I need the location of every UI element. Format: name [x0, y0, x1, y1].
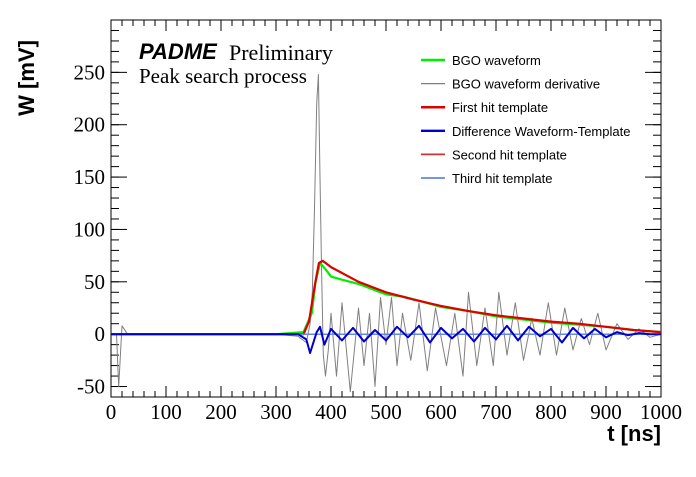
- y-tick-label: 250: [74, 60, 106, 84]
- x-tick-label: 300: [260, 400, 292, 424]
- legend-label-first-hit-template: First hit template: [452, 100, 548, 115]
- x-tick-label: 0: [106, 400, 117, 424]
- legend: BGO waveform BGO waveform derivative First…: [421, 53, 630, 186]
- y-tick-label: 200: [74, 113, 106, 137]
- series-line-bgo-waveform-derivative: [111, 74, 662, 393]
- x-tick-label: 200: [205, 400, 237, 424]
- x-tick-label: 800: [535, 400, 567, 424]
- series-line-first-hit-template: [111, 259, 662, 336]
- legend-label-second-hit-template: Second hit template: [452, 147, 567, 162]
- y-tick-label: 0: [95, 322, 106, 346]
- y-tick-label: 100: [74, 217, 106, 241]
- x-tick-label: 1000: [640, 400, 682, 424]
- status-label: Preliminary: [229, 40, 333, 65]
- y-tick-label: -50: [77, 375, 105, 399]
- legend-label-bgo-waveform: BGO waveform: [452, 53, 541, 68]
- x-tick-label: 400: [315, 400, 347, 424]
- experiment-label: PADME: [139, 39, 218, 64]
- x-tick-label: 100: [150, 400, 182, 424]
- x-axis-title: t [ns]: [607, 421, 661, 446]
- series-layer: [111, 74, 662, 393]
- subtitle-label: Peak search process: [139, 64, 307, 88]
- y-tick-label: 150: [74, 165, 106, 189]
- x-tick-label: 500: [370, 400, 402, 424]
- x-tick-label: 900: [590, 400, 622, 424]
- x-tick-label: 700: [480, 400, 512, 424]
- legend-label-bgo-waveform-derivative: BGO waveform derivative: [452, 77, 600, 92]
- legend-label-third-hit-template: Third hit template: [452, 171, 552, 186]
- x-tick-label: 600: [425, 400, 457, 424]
- legend-label-difference-waveform-template: Difference Waveform-Template: [452, 124, 630, 139]
- y-axis-title: W [mV]: [14, 40, 39, 116]
- series-line-difference-waveform-template: [111, 324, 661, 354]
- y-tick-label: 50: [84, 270, 105, 294]
